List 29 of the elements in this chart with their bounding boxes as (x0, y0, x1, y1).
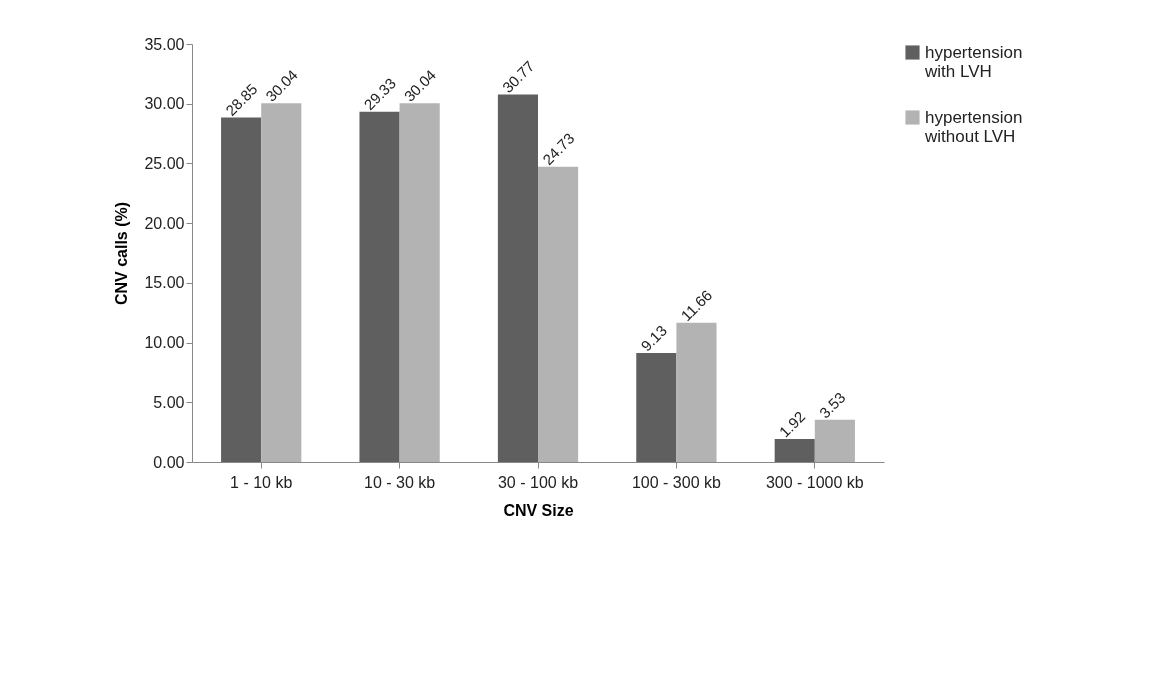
x-tick-label: 100 - 300 kb (631, 473, 721, 491)
x-tick-label: 1 - 10 kb (230, 473, 293, 491)
y-tick-label: 35.00 (144, 35, 185, 53)
bar (399, 103, 440, 462)
bar (221, 117, 262, 462)
y-tick-label: 20.00 (144, 214, 185, 232)
bar (261, 103, 302, 462)
x-tick-label: 10 - 30 kb (364, 473, 436, 491)
data-label: 9.13 (637, 321, 670, 355)
y-tick-label: 15.00 (144, 274, 185, 292)
y-tick-label: 25.00 (144, 154, 185, 172)
y-tick-label: 10.00 (144, 334, 185, 352)
bar (538, 166, 579, 462)
bar (814, 419, 855, 462)
x-tick-label: 30 - 100 kb (497, 473, 579, 491)
bar (636, 352, 677, 462)
bar (497, 94, 538, 462)
x-tick-label: 300 - 1000 kb (765, 473, 864, 491)
x-axis-title: CNV Size (503, 501, 574, 519)
legend-label: hypertension with LVH (924, 42, 1023, 81)
y-tick-label: 5.00 (153, 393, 185, 411)
legend-label: hypertension without LVH (924, 107, 1023, 146)
y-tick-label: 0.00 (153, 453, 185, 471)
y-axis-title: CNV calls (%) (113, 201, 131, 306)
bar (359, 111, 400, 462)
bar (774, 439, 815, 462)
data-label: 3.53 (815, 388, 849, 422)
y-tick-label: 30.00 (144, 95, 185, 113)
bar (676, 322, 717, 462)
